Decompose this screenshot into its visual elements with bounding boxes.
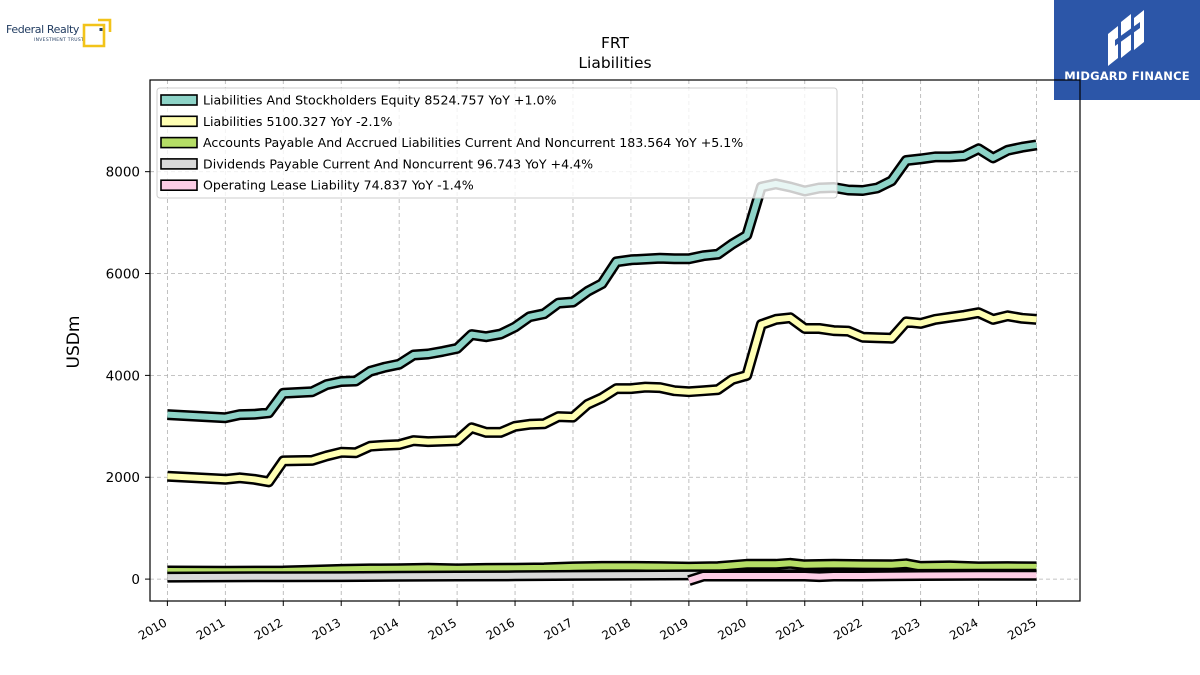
x-tick-label: 2016 [484, 615, 517, 642]
legend-entry: Accounts Payable And Accrued Liabilities… [203, 135, 743, 150]
midgard-finance-wordmark: MIDGARD FINANCE [1064, 69, 1190, 83]
x-tick-label: 2015 [426, 615, 459, 642]
legend-swatch [160, 158, 198, 170]
legend-swatch [160, 94, 198, 106]
federal-realty-logo-subtitle: INVESTMENT TRUST [34, 38, 85, 43]
y-tick-label: 8000 [106, 165, 140, 181]
legend-entry: Liabilities And Stockholders Equity 8524… [203, 93, 557, 108]
legend-entry: Operating Lease Liability 74.837 YoY -1.… [203, 178, 474, 193]
x-tick-label: 2019 [657, 615, 690, 642]
legend-box [156, 87, 838, 199]
x-tick-label: 2014 [368, 615, 401, 642]
series-fill-line [167, 141, 1037, 421]
series-line-5 [687, 569, 1037, 586]
midgard-finance-logo: MIDGARD FINANCE [1054, 0, 1200, 100]
chart-title: FRT [601, 34, 630, 52]
plot-frame [149, 79, 1081, 602]
series-lines [167, 139, 1038, 586]
x-tick-label: 2025 [1005, 615, 1038, 642]
x-tick-label: 2011 [194, 615, 227, 642]
y-axis-label: USDm [64, 316, 84, 369]
series-fill-line [167, 309, 1037, 485]
x-tick-label: 2024 [947, 615, 980, 642]
federal-realty-logo: Federal Realty INVESTMENT TRUST [4, 16, 114, 52]
legend: Liabilities And Stockholders Equity 8524… [156, 87, 838, 199]
y-tick-label: 2000 [106, 470, 140, 486]
legend-swatch [160, 115, 198, 128]
midgard-finance-logo-mark-icon [1108, 10, 1144, 66]
chart-subtitle: Liabilities [578, 54, 651, 72]
series-fill-line [167, 560, 1037, 575]
federal-realty-logo-name: Federal Realty [6, 23, 79, 36]
x-tick-label: 2017 [542, 615, 575, 642]
federal-realty-logo-mark-icon [82, 18, 112, 48]
x-tick-label: 2022 [831, 615, 864, 642]
series-line-1 [167, 139, 1038, 424]
y-tick-label: 4000 [106, 368, 140, 384]
y-tick-label: 6000 [106, 267, 140, 283]
x-tick-label: 2010 [136, 615, 169, 642]
series-line-2 [167, 307, 1037, 488]
x-tick-label: 2023 [889, 615, 922, 642]
x-tick-label: 2013 [310, 615, 343, 642]
x-tick-label: 2020 [715, 615, 748, 642]
y-tick-label: 0 [131, 572, 140, 588]
legend-entry: Dividends Payable Current And Noncurrent… [203, 156, 593, 171]
legend-entry: Liabilities 5100.327 YoY -2.1% [203, 114, 393, 129]
x-tick-label: 2021 [773, 615, 806, 642]
series-line-3 [167, 557, 1037, 577]
x-tick-label: 2018 [600, 615, 633, 642]
series-fill-line [687, 572, 1037, 584]
legend-swatch [160, 179, 198, 191]
x-tick-label: 2012 [252, 615, 285, 642]
legend-swatch [160, 136, 198, 149]
